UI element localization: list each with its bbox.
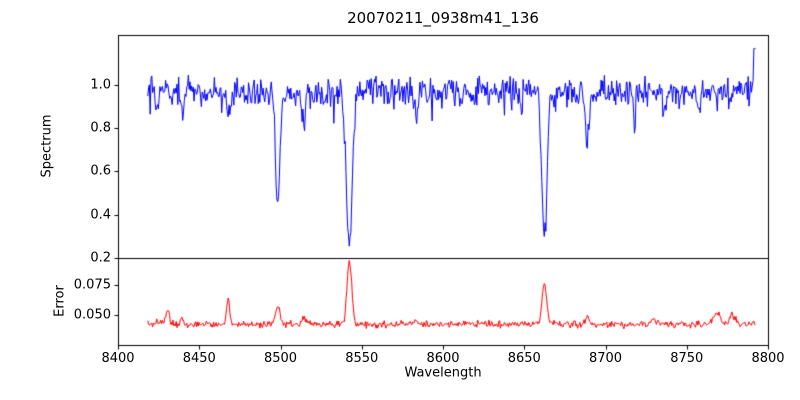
x-tick-label: 8450 [182,351,216,366]
chart-title: 20070211_0938m41_136 [347,9,539,27]
x-tick-label: 8550 [345,351,379,366]
spectrum-y-tick-label: 0.8 [90,120,111,136]
x-tick-label: 8400 [101,351,135,366]
x-tick-label: 8800 [751,351,785,366]
spectrum-y-tick-label: 0.4 [90,207,111,223]
spectrum-axis-label: Spectrum [39,114,55,178]
error-y-tick-label: 0.050 [73,307,111,323]
error-y-tick-label: 0.075 [73,277,111,293]
wavelength-axis-label: Wavelength [404,365,482,381]
spectrum-y-tick-label: 0.6 [90,163,111,179]
x-tick-label: 8700 [588,351,623,366]
spectrum-y-tick-label: 1.0 [90,77,111,93]
x-tick-label: 8500 [263,351,298,366]
x-tick-label: 8650 [507,351,541,366]
x-tick-label: 8750 [670,351,704,366]
error-axis-label: Error [52,285,68,317]
x-tick-label: 8600 [426,351,460,366]
spectrum-y-tick-label: 0.2 [90,250,111,266]
